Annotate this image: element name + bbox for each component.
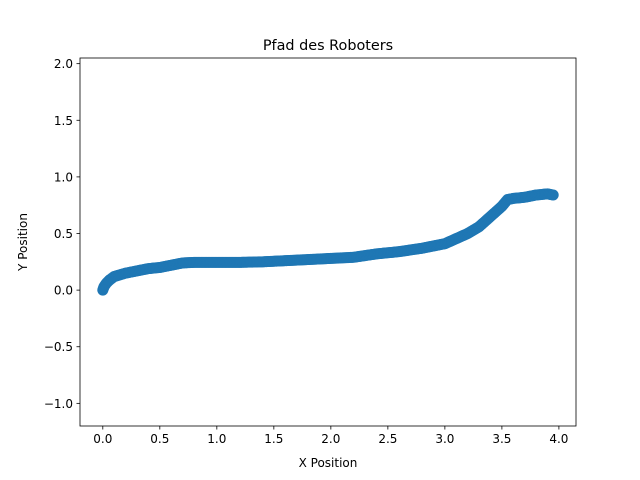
x-tick-label: 4.0 [549, 432, 568, 446]
y-tick-label: 1.5 [54, 114, 73, 128]
x-tick-label: 2.0 [321, 432, 340, 446]
y-tick-label: 1.0 [54, 170, 73, 184]
y-axis-ticks: −1.0 −0.5 0.0 0.5 1.0 1.5 2.0 [44, 57, 80, 411]
y-tick-label: −1.0 [44, 397, 73, 411]
plot-frame [79, 57, 577, 427]
y-tick-label: −0.5 [44, 340, 73, 354]
x-tick-label: 3.0 [435, 432, 454, 446]
data-point [547, 189, 559, 201]
x-tick-label: 2.5 [378, 432, 397, 446]
y-tick-label: 0.5 [54, 227, 73, 241]
y-tick-label: 0.0 [54, 284, 73, 298]
plot-area [97, 188, 559, 296]
x-axis-label: X Position [299, 456, 358, 470]
x-tick-label: 0.5 [150, 432, 169, 446]
x-tick-label: 1.0 [207, 432, 226, 446]
x-tick-label: 0.0 [93, 432, 112, 446]
y-axis-label: Y Position [16, 213, 30, 272]
x-tick-label: 3.5 [492, 432, 511, 446]
x-tick-label: 1.5 [264, 432, 283, 446]
x-axis-ticks: 0.0 0.5 1.0 1.5 2.0 2.5 3.0 3.5 4.0 [93, 426, 568, 446]
y-tick-label: 2.0 [54, 57, 73, 71]
chart-title: Pfad des Roboters [263, 38, 393, 54]
